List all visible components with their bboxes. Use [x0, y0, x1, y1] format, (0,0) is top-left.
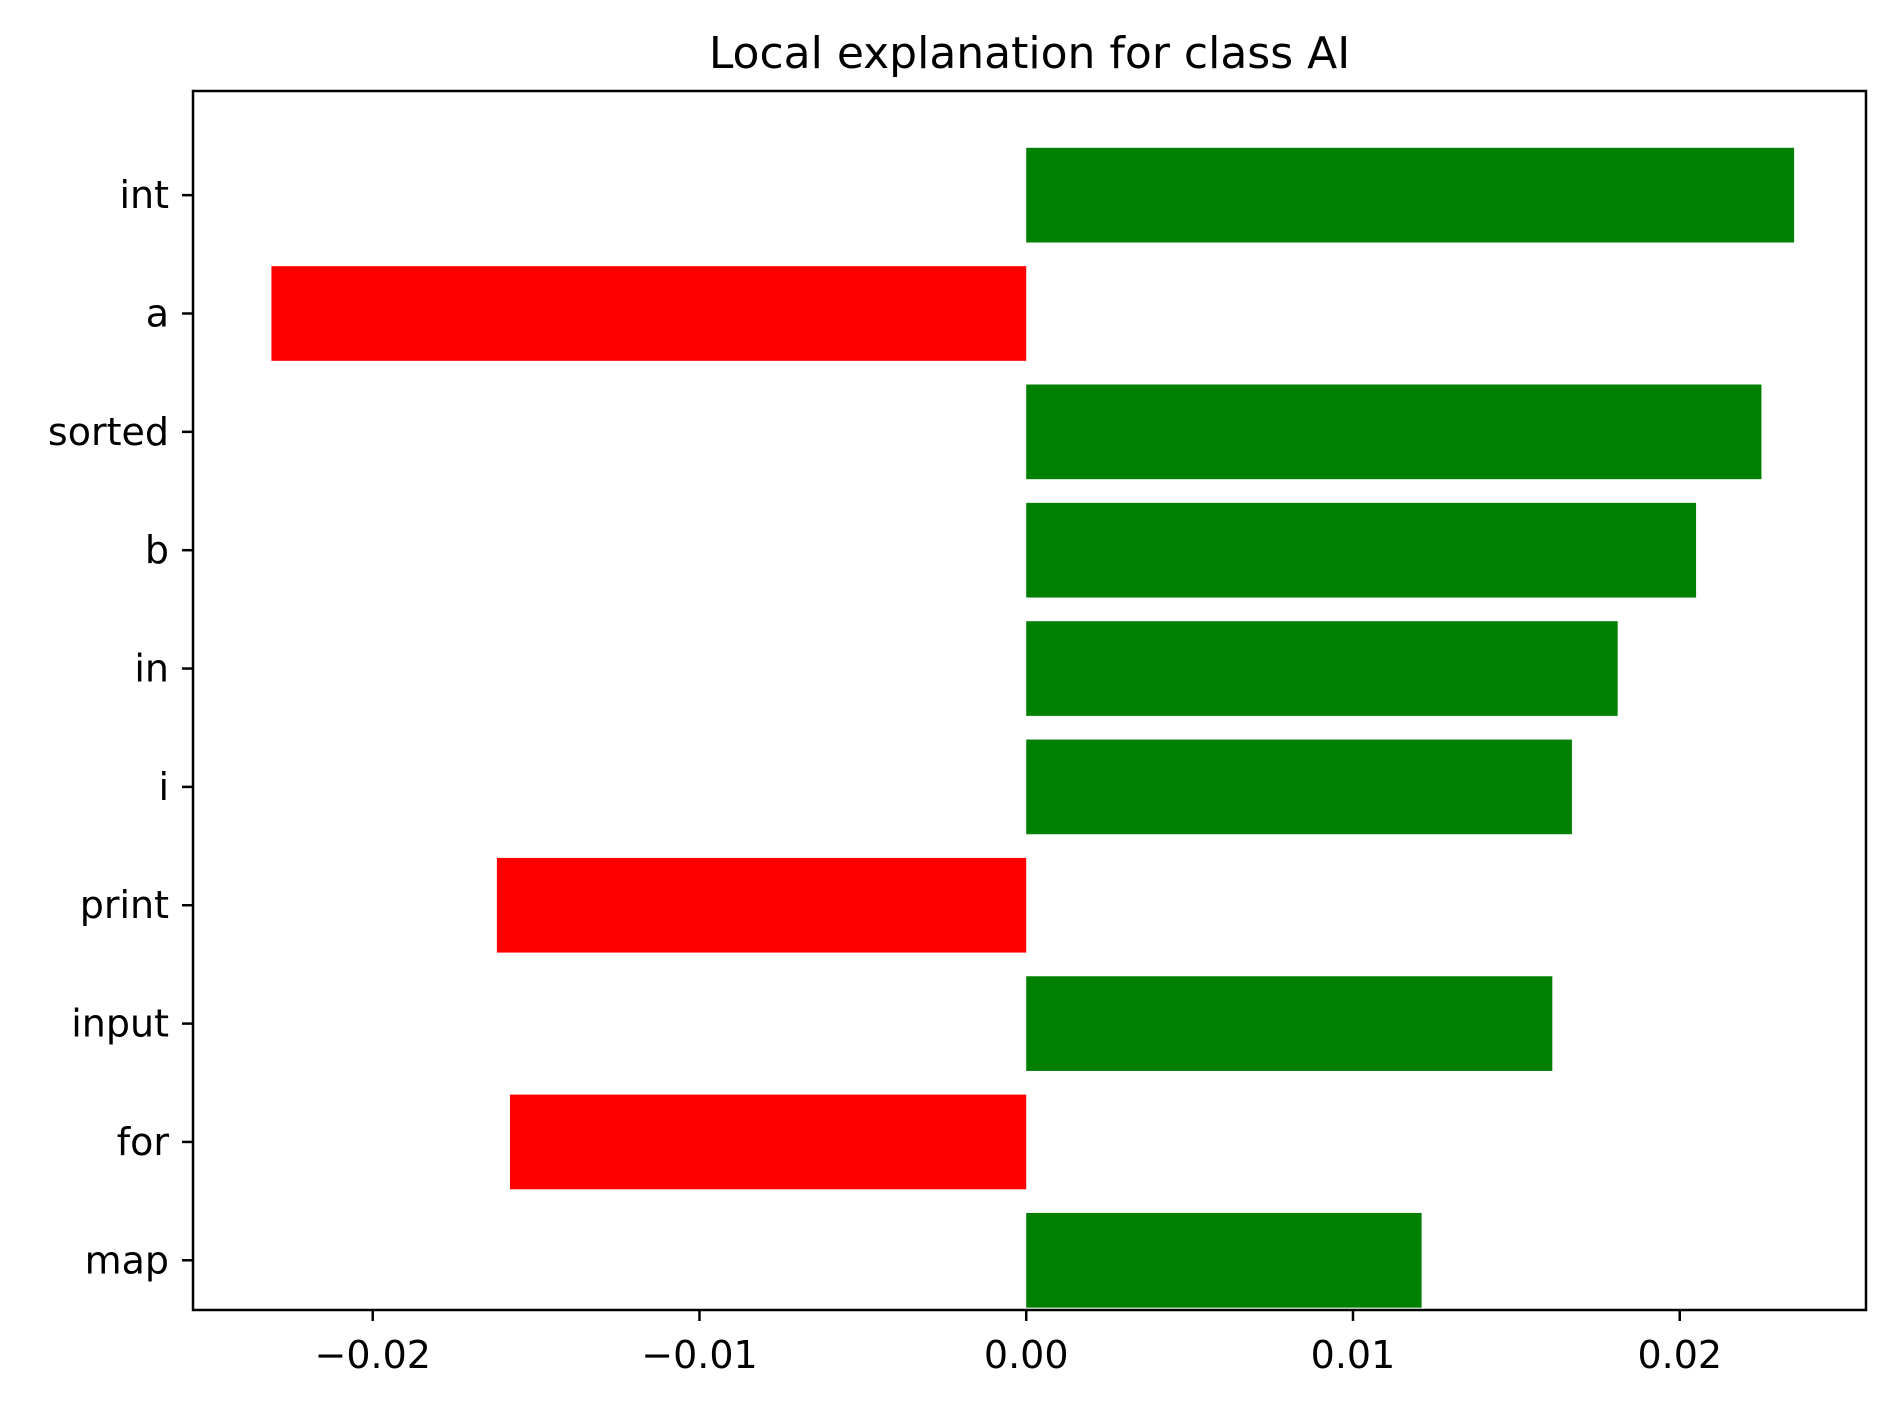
y-tick-label: int — [119, 173, 169, 217]
chart-title: Local explanation for class AI — [709, 28, 1350, 79]
x-tick-label: −0.02 — [314, 1333, 430, 1377]
bar-a — [271, 266, 1027, 361]
bar-input — [1026, 976, 1553, 1071]
bar-sorted — [1026, 384, 1762, 480]
y-tick-label: sorted — [48, 410, 169, 454]
bars-group — [271, 147, 1795, 1308]
bar-i — [1026, 739, 1572, 835]
bar-b — [1026, 502, 1697, 598]
y-tick-label: b — [145, 528, 169, 572]
x-tick-label: 0.01 — [1311, 1333, 1396, 1377]
bar-print — [496, 857, 1027, 953]
x-tick-label: 0.02 — [1637, 1333, 1722, 1377]
y-tick-label: a — [146, 291, 169, 335]
y-tick-label: input — [71, 1002, 169, 1046]
y-tick-label: for — [117, 1120, 170, 1164]
y-tick-label: map — [85, 1238, 169, 1282]
y-tick-label: print — [80, 883, 169, 927]
y-axis: int a sorted b in i print input for map — [48, 173, 193, 1282]
y-tick-label: in — [134, 647, 169, 691]
plot-frame — [191, 89, 1868, 1312]
bar-map — [1026, 1212, 1422, 1308]
x-tick-label: −0.01 — [641, 1333, 757, 1377]
x-axis: −0.02 −0.01 0.00 0.01 0.02 — [314, 1310, 1722, 1377]
y-tick-label: i — [158, 765, 169, 809]
bar-int — [1026, 147, 1795, 243]
bar-in — [1026, 621, 1618, 716]
bar-for — [509, 1094, 1027, 1190]
x-tick-label: 0.00 — [984, 1333, 1069, 1377]
